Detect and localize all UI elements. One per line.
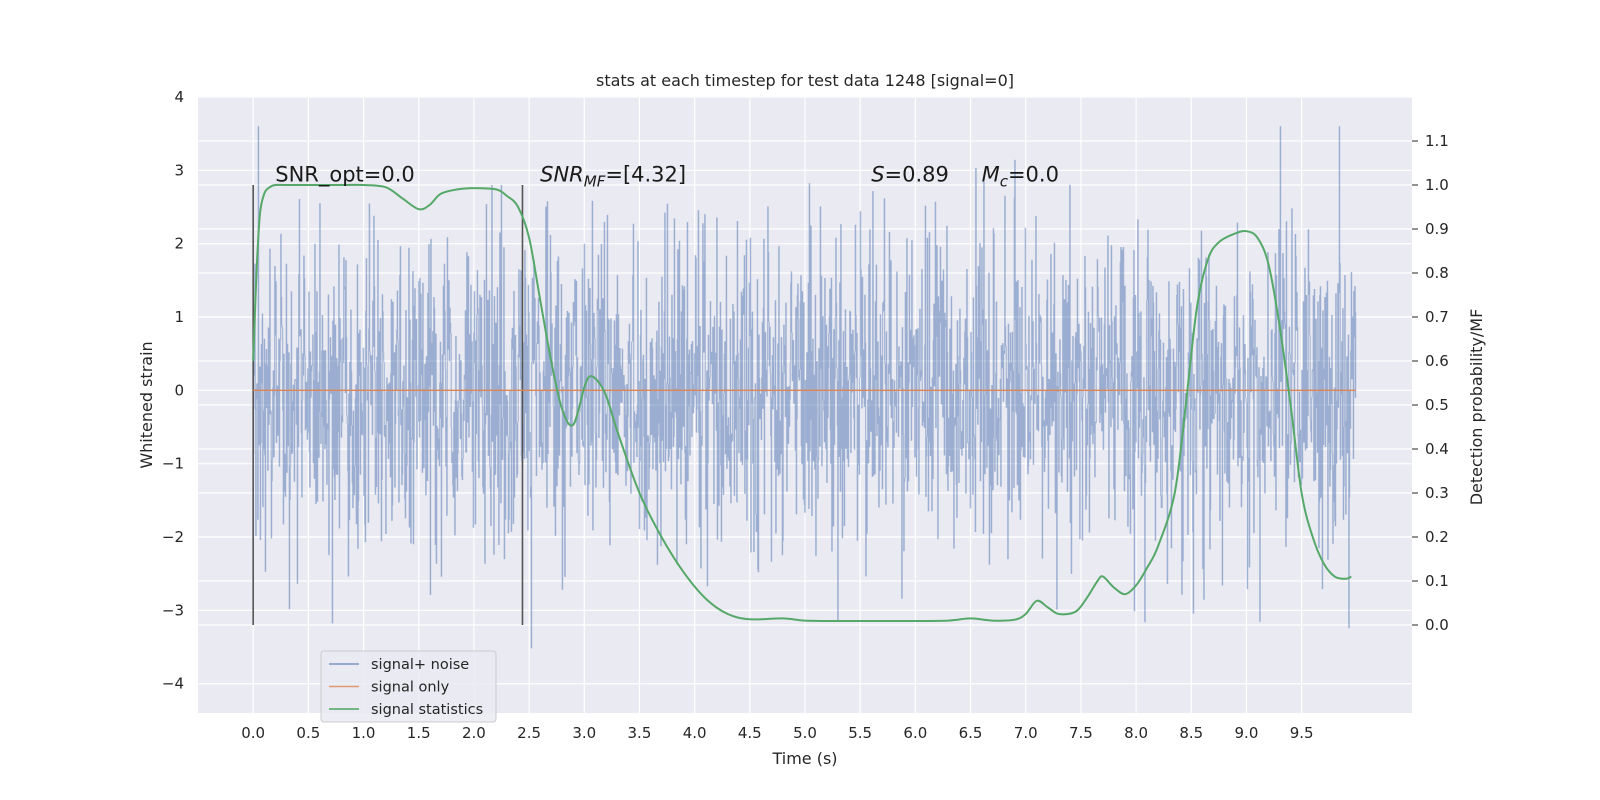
x-tick-label: 5.0 [793,724,817,742]
x-tick-label: 4.0 [683,724,707,742]
y-tick-label: 1 [174,308,184,326]
x-tick-label: 7.0 [1014,724,1038,742]
x-tick-label: 3.5 [628,724,652,742]
y2-tick-labels: 0.0 0.1 0.2 0.3 0.4 0.5 0.6 0.7 0.8 0.9 1.0 1.1 [1412,132,1449,634]
legend-box [320,650,497,723]
y2-tick-label: 0.0 [1425,616,1449,634]
y-axis-label: Whitened strain [137,341,156,468]
x-tick-label: 5.5 [848,724,872,742]
x-tick-label: 8.0 [1124,724,1148,742]
x-tick-label: 3.0 [572,724,596,742]
legend: signal+ noise signal only signal statistic… [320,650,497,723]
x-tick-label: 6.5 [959,724,983,742]
y-tick-label: −2 [162,528,184,546]
x-tick-label: 0.5 [296,724,320,742]
x-tick-label: 2.5 [517,724,541,742]
y2-tick-label: 0.8 [1425,264,1449,282]
y-tick-label: 3 [174,161,184,179]
y-tick-label: 0 [174,381,184,399]
y2-tick-label: 0.6 [1425,352,1449,370]
annotation-mc: Mc=0.0 [982,162,1059,190]
series-signal-statistics [252,183,1352,623]
chart-title: stats at each timestep for test data 124… [596,71,1014,90]
annotation-snr_mf: SNRMF=[4.32] [540,162,686,190]
x-tick-label: 8.5 [1179,724,1203,742]
y-tick-label: −4 [162,675,184,693]
y-tick-label: 4 [174,88,184,106]
legend-label: signal only [371,680,450,696]
x-tick-label: 1.5 [407,724,431,742]
y-tick-label: −3 [162,601,184,619]
x-tick-labels: 0.0 0.5 1.0 1.5 2.0 2.5 3.0 3.5 4.0 4.5 5.0 5.5 6.0 6… [241,724,1313,742]
y2-tick-label: 0.7 [1425,308,1449,326]
y2-tick-label: 0.2 [1425,528,1449,546]
y2-tick-label: 1.0 [1425,176,1449,194]
y2-tick-label: 0.4 [1425,440,1449,458]
y2-tick-label: 0.5 [1425,396,1449,414]
y2-axis-label: Detection probability/MF [1467,309,1486,506]
vertical-markers [252,185,524,625]
annotation-s_stat: S=0.89 [871,162,949,186]
annotation-snr_opt: SNR_opt=0.0 [275,162,415,187]
y-tick-labels: −4 −3 −2 −1 0 1 2 3 4 [162,88,184,693]
series-lines [252,183,1356,623]
x-tick-label: 1.0 [352,724,376,742]
x-tick-label: 0.0 [241,724,265,742]
legend-label: signal statistics [371,702,483,718]
x-tick-label: 6.0 [903,724,927,742]
y2-tick-label: 0.9 [1425,220,1449,238]
x-tick-label: 2.0 [462,724,486,742]
annotations: SNR_opt=0.0 SNRMF=[4.32] S=0.89 Mc=0.0 [275,162,1059,190]
y2-tick-label: 1.1 [1425,132,1449,150]
y2-tick-label: 0.3 [1425,484,1449,502]
y-tick-label: −1 [162,455,184,473]
y-tick-label: 2 [174,235,184,253]
legend-label: signal+ noise [371,657,469,673]
x-tick-label: 9.0 [1235,724,1259,742]
x-tick-label: 9.5 [1290,724,1314,742]
x-axis-label: Time (s) [771,749,837,768]
x-tick-label: 4.5 [738,724,762,742]
x-tick-label: 7.5 [1069,724,1093,742]
y2-tick-label: 0.1 [1425,572,1449,590]
